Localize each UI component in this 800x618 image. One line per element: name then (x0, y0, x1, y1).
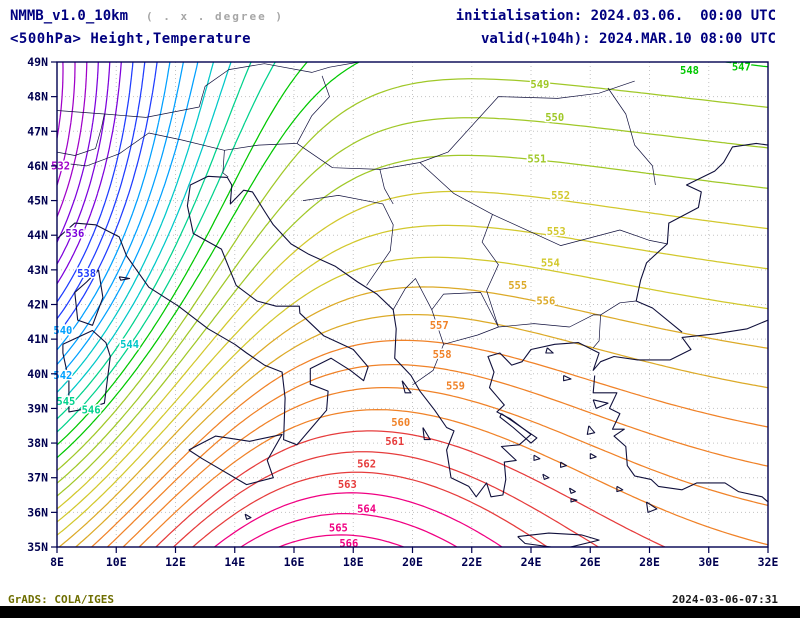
svg-text:560: 560 (391, 417, 410, 429)
grads-credit: GrADS: COLA/IGES (8, 593, 114, 606)
resolution-note: ( . x . degree ) (146, 10, 284, 23)
svg-text:549: 549 (530, 79, 549, 91)
svg-text:552: 552 (551, 190, 570, 202)
svg-text:42N: 42N (27, 298, 48, 312)
creation-timestamp: 2024-03-06-07:31 (672, 593, 778, 606)
svg-text:40N: 40N (27, 367, 48, 381)
svg-text:566: 566 (339, 538, 358, 550)
svg-text:28E: 28E (639, 555, 660, 569)
svg-text:8E: 8E (50, 555, 64, 569)
svg-text:558: 558 (433, 349, 452, 361)
svg-text:16E: 16E (284, 555, 305, 569)
bottom-bar (0, 606, 800, 618)
svg-text:37N: 37N (27, 471, 48, 485)
svg-text:540: 540 (53, 325, 72, 337)
svg-text:555: 555 (508, 280, 527, 292)
svg-text:36N: 36N (27, 505, 48, 519)
border-layer (57, 62, 668, 386)
svg-text:559: 559 (446, 380, 465, 392)
svg-text:45N: 45N (27, 194, 48, 208)
svg-text:551: 551 (527, 154, 546, 166)
header-left: NMMB_v1.0_10km ( . x . degree ) (10, 8, 284, 24)
coastline-layer (57, 142, 768, 547)
svg-text:554: 554 (541, 257, 560, 269)
svg-text:557: 557 (430, 320, 449, 332)
svg-text:550: 550 (545, 112, 564, 124)
svg-text:30E: 30E (698, 555, 719, 569)
svg-text:548: 548 (680, 65, 699, 77)
svg-text:542: 542 (53, 370, 72, 382)
contour-layer (57, 62, 768, 547)
svg-text:544: 544 (120, 339, 139, 351)
axis-ticks (51, 61, 769, 553)
svg-text:38N: 38N (27, 436, 48, 450)
svg-text:564: 564 (357, 503, 376, 515)
svg-text:561: 561 (385, 436, 404, 448)
svg-text:44N: 44N (27, 228, 48, 242)
svg-text:32E: 32E (758, 555, 779, 569)
svg-text:545: 545 (56, 396, 75, 408)
lon-axis-labels: 8E 10E 12E 14E 16E 18E 20E 22E 24E 26E 28E 30E 32E (50, 555, 778, 569)
svg-text:22E: 22E (461, 555, 482, 569)
svg-text:536: 536 (65, 228, 84, 240)
model-title: NMMB_v1.0_10km (10, 8, 129, 24)
svg-text:538: 538 (77, 268, 96, 280)
svg-text:565: 565 (329, 522, 348, 534)
svg-text:532: 532 (51, 160, 70, 172)
svg-text:39N: 39N (27, 401, 48, 415)
init-time-label: initialisation: 2024.03.06. 00:00 UTC (455, 8, 776, 24)
svg-text:41N: 41N (27, 332, 48, 346)
plot-title: <500hPa> Height,Temperature (10, 31, 252, 47)
svg-text:43N: 43N (27, 263, 48, 277)
svg-text:20E: 20E (402, 555, 423, 569)
contour-label-layer: 532 536 538 540 542 544 545 546 547 548 549 550 551 5… (50, 60, 753, 551)
svg-text:556: 556 (536, 296, 555, 308)
valid-time-label: valid(+104h): 2024.MAR.10 08:00 UTC (480, 31, 776, 47)
svg-text:553: 553 (547, 226, 566, 238)
svg-text:562: 562 (357, 458, 376, 470)
svg-text:49N: 49N (27, 55, 48, 69)
svg-text:546: 546 (82, 405, 101, 417)
svg-text:48N: 48N (27, 90, 48, 104)
svg-text:18E: 18E (343, 555, 364, 569)
svg-text:47N: 47N (27, 124, 48, 138)
svg-text:10E: 10E (106, 555, 127, 569)
svg-text:26E: 26E (580, 555, 601, 569)
svg-text:35N: 35N (27, 540, 48, 554)
svg-text:46N: 46N (27, 159, 48, 173)
svg-text:24E: 24E (521, 555, 542, 569)
svg-text:563: 563 (338, 479, 357, 491)
svg-text:12E: 12E (165, 555, 186, 569)
svg-text:547: 547 (732, 62, 751, 74)
lat-axis-labels: 49N 48N 47N 46N 45N 44N 43N 42N 41N 40N 39N 38N 37N 3… (27, 55, 48, 554)
svg-text:14E: 14E (224, 555, 245, 569)
